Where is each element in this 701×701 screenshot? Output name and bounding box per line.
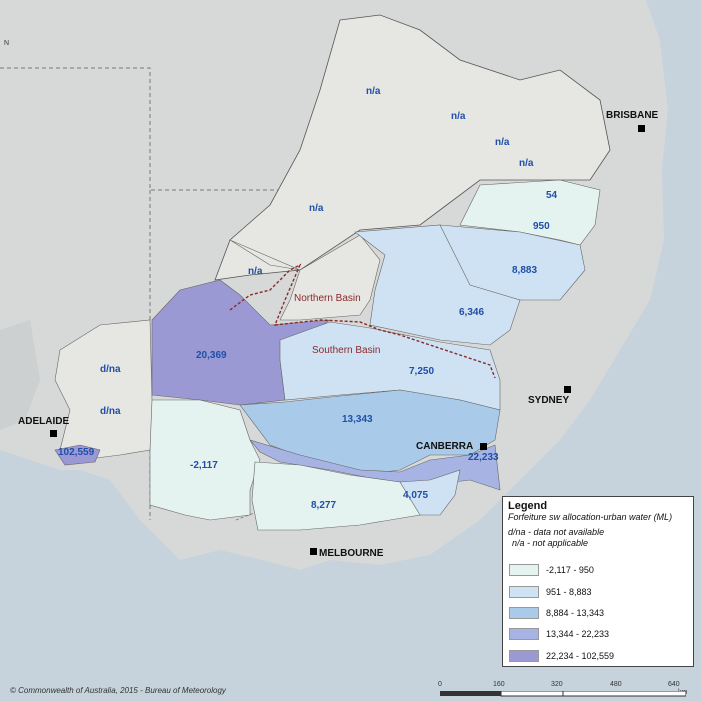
city-canberra: CANBERRA bbox=[416, 441, 474, 452]
region-6346 bbox=[354, 224, 521, 346]
value-6346: 6,346 bbox=[459, 307, 485, 318]
legend-title: Legend bbox=[508, 500, 548, 512]
brisbane-marker bbox=[638, 125, 645, 132]
value-8277: 8,277 bbox=[311, 500, 337, 511]
basin-label-northern: Northern Basin bbox=[294, 293, 361, 304]
sydney-marker bbox=[564, 386, 571, 393]
value-na-5: n/a bbox=[309, 203, 324, 214]
value-22233: 22,233 bbox=[468, 452, 499, 463]
value-950: 950 bbox=[533, 221, 550, 232]
legend-swatch bbox=[509, 628, 539, 640]
region-102559 bbox=[54, 444, 101, 466]
region-minus2117 bbox=[149, 399, 261, 521]
legend-swatch bbox=[509, 650, 539, 662]
value-4075: 4,075 bbox=[403, 490, 429, 501]
region-4075 bbox=[399, 469, 461, 516]
melbourne-marker bbox=[310, 548, 317, 555]
value-dna-1: d/na bbox=[100, 364, 121, 375]
basin-na-north bbox=[214, 14, 611, 281]
city-melbourne: MELBOURNE bbox=[319, 548, 384, 559]
legend-swatch bbox=[509, 564, 539, 576]
legend-note-dna: d/na - data not available bbox=[508, 527, 605, 537]
value-na-1: n/a bbox=[366, 86, 381, 97]
scale-bar: 0 160 320 480 640 km bbox=[438, 681, 694, 699]
adelaide-marker bbox=[50, 430, 57, 437]
city-brisbane: BRISBANE bbox=[606, 110, 659, 121]
scale-tick: 320 bbox=[551, 681, 563, 688]
value-102559: 102,559 bbox=[58, 447, 95, 458]
legend-label: 13,344 - 22,233 bbox=[546, 629, 610, 639]
basin-divide bbox=[229, 263, 496, 379]
legend-label: -2,117 - 950 bbox=[546, 565, 594, 575]
legend-swatch bbox=[509, 607, 539, 619]
scale-tick: 160 bbox=[493, 681, 505, 688]
value-13343: 13,343 bbox=[342, 414, 373, 425]
value-na-2: n/a bbox=[451, 111, 466, 122]
value-na-3: n/a bbox=[495, 137, 510, 148]
legend-subtitle: Forfeiture sw allocation-urban water (ML… bbox=[508, 512, 673, 522]
basin-na-mid bbox=[229, 234, 381, 321]
value-na-4: n/a bbox=[519, 158, 534, 169]
value-7250: 7,250 bbox=[409, 366, 435, 377]
value-na-6: n/a bbox=[248, 266, 263, 277]
scale-tick: 480 bbox=[610, 681, 622, 688]
basin-label-southern: Southern Basin bbox=[312, 345, 381, 356]
value-20369: 20,369 bbox=[196, 350, 227, 361]
value-minus2117: -2,117 bbox=[190, 460, 218, 471]
legend-label: 22,234 - 102,559 bbox=[546, 651, 615, 661]
legend-label: 951 - 8,883 bbox=[546, 587, 592, 597]
canberra-marker bbox=[480, 443, 487, 450]
north-arrow-label: N bbox=[4, 40, 10, 47]
region-dna bbox=[54, 319, 153, 461]
value-dna-2: d/na bbox=[100, 406, 121, 417]
city-adelaide: ADELAIDE bbox=[18, 416, 70, 427]
legend-swatch bbox=[509, 586, 539, 598]
value-8883: 8,883 bbox=[512, 265, 538, 276]
legend-note-na: n/a - not applicable bbox=[512, 538, 589, 548]
legend-label: 8,884 - 13,343 bbox=[546, 608, 605, 618]
legend-panel: Legend Forfeiture sw allocation-urban wa… bbox=[502, 496, 694, 667]
scale-tick: 0 bbox=[438, 681, 442, 688]
scale-tick: 640 bbox=[668, 681, 680, 688]
copyright-text: © Commonwealth of Australia, 2015 - Bure… bbox=[10, 686, 226, 695]
city-sydney: SYDNEY bbox=[528, 395, 570, 406]
scale-bar-graphic bbox=[440, 691, 686, 697]
value-54: 54 bbox=[546, 190, 558, 201]
